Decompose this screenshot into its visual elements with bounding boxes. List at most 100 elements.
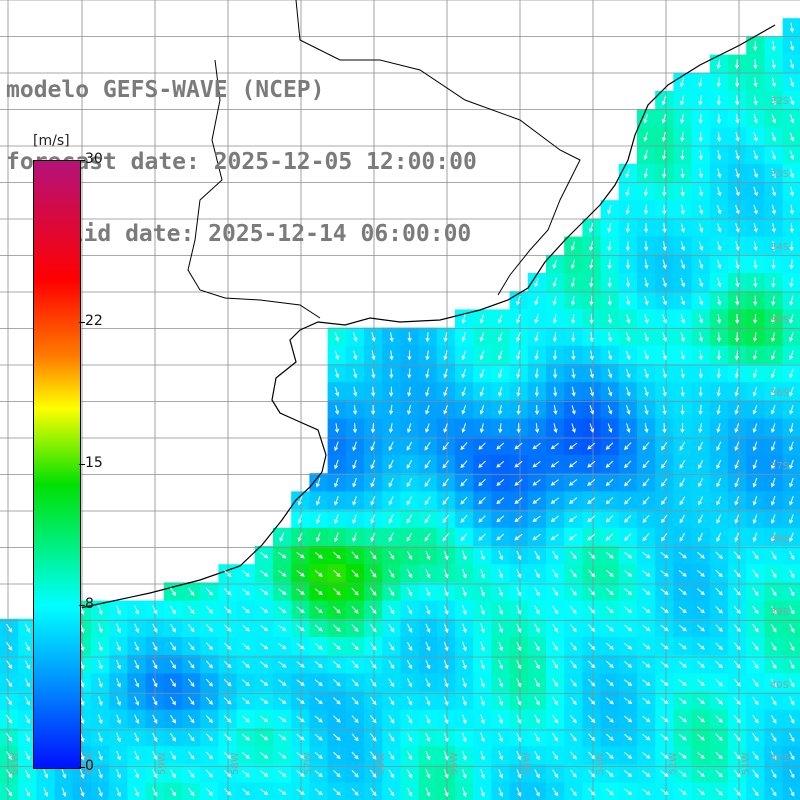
wind-arrow	[698, 132, 703, 143]
wind-arrow	[516, 714, 522, 724]
wind-arrow	[6, 642, 13, 651]
wind-arrow	[680, 186, 685, 197]
wind-arrow	[752, 477, 758, 488]
wind-arrow	[771, 295, 776, 306]
wind-arrow	[588, 551, 596, 560]
wind-arrow	[624, 770, 633, 777]
wind-arrow	[534, 678, 540, 688]
wind-arrow	[789, 150, 795, 160]
wind-arrow	[406, 496, 413, 506]
wind-arrow	[552, 733, 559, 742]
wind-arrow	[589, 295, 594, 306]
wind-arrow	[79, 769, 85, 779]
wind-arrow	[389, 368, 394, 379]
wind-arrow	[789, 405, 794, 415]
wind-arrow	[462, 696, 467, 706]
colorbar-tick-label: 15	[85, 454, 103, 471]
wind-arrow	[624, 752, 633, 759]
wind-arrow	[333, 751, 341, 760]
wind-arrow	[678, 588, 687, 595]
wind-arrow	[532, 442, 541, 450]
wind-arrow	[624, 642, 633, 650]
grid-labels: 32S 33S 34S 35S 36S 37S 38S 39S 40S 41S 61W 60W 59W 5…	[10, 96, 789, 775]
wind-arrow	[717, 168, 722, 179]
wind-arrow	[771, 223, 776, 233]
wind-arrow	[698, 241, 704, 251]
wind-arrow	[588, 587, 596, 596]
wind-arrow	[606, 606, 614, 614]
wind-arrow	[789, 714, 795, 724]
wind-arrow	[425, 368, 430, 379]
wind-arrow	[568, 442, 578, 450]
wind-arrow	[170, 696, 176, 706]
wind-arrow	[716, 386, 721, 397]
wind-arrow	[715, 751, 723, 760]
wind-arrow	[644, 423, 649, 434]
wind-arrow	[606, 569, 614, 577]
wind-arrow	[98, 787, 103, 797]
wind-arrow	[696, 788, 705, 796]
wind-arrow	[552, 313, 557, 324]
wind-arrow	[696, 752, 705, 759]
wind-arrow	[388, 642, 395, 651]
wind-arrow	[568, 515, 578, 523]
wind-arrow	[587, 442, 596, 450]
wind-arrow	[789, 751, 795, 761]
wind-arrow	[334, 532, 339, 543]
wind-arrow	[680, 150, 685, 161]
wind-arrow	[752, 751, 759, 760]
wind-arrow	[716, 496, 722, 506]
wind-arrow	[388, 769, 395, 779]
wind-arrow	[678, 661, 687, 668]
wind-arrow	[497, 332, 503, 342]
wind-arrow	[371, 386, 376, 397]
wind-arrow	[516, 696, 522, 706]
wind-arrow	[351, 587, 359, 596]
wind-arrow	[680, 295, 686, 306]
wind-arrow	[552, 569, 559, 578]
wind-arrow	[498, 769, 504, 779]
wind-arrow	[278, 552, 287, 559]
wind-arrow	[498, 568, 504, 579]
wind-arrow	[443, 714, 449, 725]
wind-arrow	[570, 751, 577, 760]
wind-arrow	[406, 678, 413, 688]
wind-arrow	[716, 59, 721, 70]
wind-arrow	[589, 259, 594, 270]
wind-arrow	[607, 405, 613, 415]
wind-arrow	[789, 113, 795, 124]
forecast-date: forecast date: 2025-12-05 12:00:00	[6, 149, 477, 175]
wind-arrow	[624, 496, 632, 505]
wind-arrow	[716, 459, 722, 470]
wind-arrow	[770, 751, 777, 761]
wind-arrow	[771, 113, 777, 124]
wind-arrow	[642, 533, 650, 542]
wind-arrow	[696, 588, 705, 596]
wind-arrow	[752, 623, 759, 633]
wind-arrow	[643, 113, 649, 124]
wind-arrow	[789, 532, 794, 543]
wind-arrow	[698, 514, 704, 524]
wind-arrow	[462, 587, 467, 597]
colorbar-tick-mark	[79, 605, 85, 607]
wind-arrow	[771, 186, 776, 197]
wind-arrow	[716, 441, 722, 451]
wind-arrow	[370, 733, 377, 742]
wind-arrow	[296, 570, 305, 577]
wind-arrow	[660, 788, 669, 796]
wind-arrow	[352, 496, 357, 506]
wind-arrow	[443, 332, 448, 343]
wind-arrow	[260, 552, 269, 559]
wind-arrow	[351, 697, 359, 705]
wind-arrow	[532, 533, 541, 541]
wind-arrow	[425, 568, 431, 579]
wind-arrow	[516, 769, 522, 779]
wind-arrow	[789, 587, 795, 597]
wind-arrow	[205, 660, 213, 669]
wind-arrow	[278, 643, 287, 650]
wind-arrow	[425, 605, 431, 615]
wind-arrow	[662, 314, 667, 324]
wind-arrow	[715, 551, 723, 560]
wind-arrow	[696, 715, 705, 723]
wind-arrow	[406, 587, 413, 597]
